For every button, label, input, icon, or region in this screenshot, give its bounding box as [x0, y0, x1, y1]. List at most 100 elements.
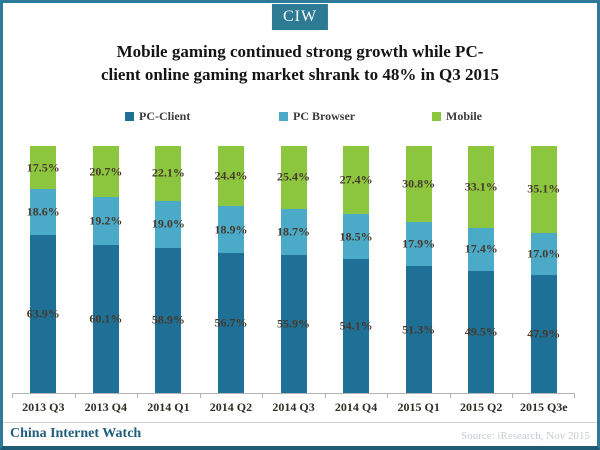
bar-cell: 35.1% 17.0% 47.9% — [513, 146, 576, 393]
segment-pc-client: 51.3% — [402, 266, 435, 393]
segment-pc-browser: 19.2% — [89, 197, 122, 245]
segment-pc-client: 56.7% — [214, 252, 247, 393]
segment-pc-browser: 17.9% — [402, 222, 435, 267]
segment-pc-client: 49.5% — [465, 270, 498, 393]
segment-label: 33.1% — [464, 179, 498, 194]
segment-pc-browser: 18.5% — [340, 213, 373, 260]
segment-mobile: 25.4% — [277, 146, 310, 209]
x-axis-label: 2015 Q3e — [519, 400, 568, 414]
axis-tick — [137, 394, 138, 398]
segment-label: 18.6% — [26, 204, 60, 219]
footer-divider — [3, 422, 597, 423]
legend-label: Mobile — [446, 109, 482, 123]
segment-label: 22.1% — [151, 165, 185, 180]
segment-mobile: 35.1% — [527, 146, 560, 233]
legend-item-pc-client: PC-Client — [125, 109, 190, 124]
segment-pc-browser: 17.0% — [527, 232, 560, 275]
segment-label: 60.1% — [89, 311, 123, 326]
x-axis-label: 2013 Q3 — [22, 400, 65, 414]
legend-swatch-pc-client — [125, 112, 134, 121]
segment-mobile: 17.5% — [27, 146, 60, 190]
segment-label: 17.4% — [464, 241, 498, 256]
axis-tick — [325, 394, 326, 398]
segment-pc-client: 54.1% — [340, 259, 373, 393]
legend-label: PC-Client — [139, 109, 191, 123]
legend-swatch-mobile — [432, 112, 441, 121]
axis-tick — [574, 394, 575, 398]
stacked-bar: 33.1% 17.4% 49.5% — [465, 146, 498, 393]
segment-label: 25.4% — [277, 169, 311, 184]
chart-title: Mobile gaming continued strong growth wh… — [3, 40, 597, 86]
segment-label: 17.9% — [402, 236, 436, 251]
segment-pc-browser: 18.9% — [214, 206, 247, 253]
segment-label: 58.9% — [151, 312, 185, 327]
segment-label: 19.2% — [89, 213, 123, 228]
x-axis: 2013 Q3 2013 Q4 2014 Q1 2014 Q2 2014 Q3 2014 … — [12, 393, 575, 420]
stacked-bar: 22.1% 19.0% 58.9% — [152, 146, 185, 393]
bar-cell: 17.5% 18.6% 63.9% — [12, 146, 75, 393]
legend-item-mobile: Mobile — [432, 109, 482, 124]
segment-mobile: 27.4% — [340, 146, 373, 214]
segment-mobile: 30.8% — [402, 146, 435, 223]
bar-cell: 30.8% 17.9% 51.3% — [387, 146, 450, 393]
stacked-bar: 27.4% 18.5% 54.1% — [340, 146, 373, 393]
bar-cell: 33.1% 17.4% 49.5% — [450, 146, 513, 393]
segment-pc-browser: 19.0% — [152, 200, 185, 248]
segment-label: 19.0% — [151, 216, 185, 231]
segment-label: 18.5% — [339, 229, 373, 244]
chart-title-line2: client online gaming market shrank to 48… — [100, 65, 500, 84]
stacked-bar: 24.4% 18.9% 56.7% — [214, 146, 247, 393]
segment-pc-client: 55.9% — [277, 254, 310, 393]
segment-pc-browser: 18.6% — [27, 189, 60, 236]
bar-cell: 22.1% 19.0% 58.9% — [137, 146, 200, 393]
axis-tick — [200, 394, 201, 398]
segment-mobile: 20.7% — [89, 146, 122, 198]
stacked-bar: 20.7% 19.2% 60.1% — [89, 146, 122, 393]
segment-pc-client: 47.9% — [527, 274, 560, 393]
segment-label: 49.5% — [464, 324, 498, 339]
stacked-bar: 30.8% 17.9% 51.3% — [402, 146, 435, 393]
bar-cell: 20.7% 19.2% 60.1% — [75, 146, 138, 393]
stacked-bar: 17.5% 18.6% 63.9% — [27, 146, 60, 393]
stacked-bar: 25.4% 18.7% 55.9% — [277, 146, 310, 393]
segment-pc-client: 63.9% — [27, 235, 60, 393]
segment-label: 18.7% — [277, 224, 311, 239]
x-axis-label: 2014 Q1 — [147, 400, 190, 414]
segment-mobile: 22.1% — [152, 146, 185, 201]
segment-pc-client: 58.9% — [152, 247, 185, 393]
bar-cell: 25.4% 18.7% 55.9% — [262, 146, 325, 393]
segment-label: 17.0% — [527, 246, 561, 261]
segment-label: 54.1% — [339, 318, 373, 333]
segment-mobile: 24.4% — [214, 146, 247, 207]
legend-label: PC Browser — [293, 109, 356, 123]
bar-cell: 27.4% 18.5% 54.1% — [325, 146, 388, 393]
segment-label: 47.9% — [527, 326, 561, 341]
segment-label: 56.7% — [214, 315, 248, 330]
legend-item-pc-browser: PC Browser — [279, 109, 355, 124]
segment-label: 55.9% — [277, 316, 311, 331]
segment-pc-browser: 17.4% — [465, 227, 498, 271]
brand-text: China Internet Watch — [10, 426, 142, 441]
segment-label: 51.3% — [402, 322, 436, 337]
segment-label: 17.5% — [26, 160, 60, 175]
segment-label: 30.8% — [402, 176, 436, 191]
bar-cell: 24.4% 18.9% 56.7% — [200, 146, 263, 393]
segment-label: 24.4% — [214, 168, 248, 183]
segment-label: 63.9% — [26, 306, 60, 321]
plot-area: 17.5% 18.6% 63.9% 20.7% 19.2% 60.1% 22.1% 19.0%… — [12, 146, 575, 393]
axis-tick — [512, 394, 513, 398]
x-axis-label: 2015 Q2 — [460, 400, 503, 414]
stacked-bar: 35.1% 17.0% 47.9% — [527, 146, 560, 393]
axis-tick — [75, 394, 76, 398]
chart-legend: PC-Client PC Browser Mobile — [3, 109, 597, 125]
segment-label: 27.4% — [339, 172, 373, 187]
chart-title-line1: Mobile gaming continued strong growth wh… — [116, 42, 484, 61]
x-axis-label: 2014 Q2 — [209, 400, 253, 414]
x-axis-label: 2015 Q1 — [397, 400, 440, 414]
axis-tick — [12, 394, 13, 398]
ciw-logo: CIW — [271, 4, 329, 30]
segment-mobile: 33.1% — [465, 146, 498, 228]
segment-pc-browser: 18.7% — [277, 208, 310, 255]
x-axis-label: 2013 Q4 — [84, 400, 128, 414]
